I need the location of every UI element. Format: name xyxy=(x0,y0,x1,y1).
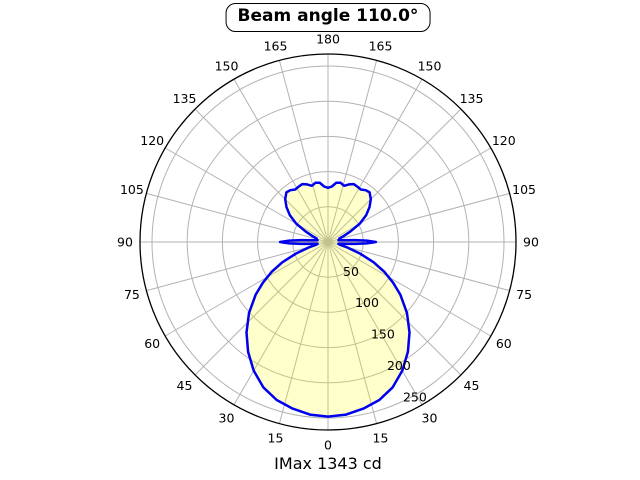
radial-label-250: 250 xyxy=(403,389,427,404)
radial-label-100: 100 xyxy=(355,295,379,310)
angle-label-L-75: 75 xyxy=(124,287,140,302)
angle-label-L-120: 120 xyxy=(140,133,164,148)
grid-spoke-45 xyxy=(327,241,462,376)
angle-label-R-75: 75 xyxy=(516,287,532,302)
polar-spine xyxy=(139,53,517,431)
grid-spoke-135 xyxy=(327,108,462,243)
angle-label-R-90: 90 xyxy=(523,235,539,250)
grid-spoke-150 xyxy=(327,78,423,243)
grid-spoke-165 xyxy=(278,60,329,243)
grid-spoke-45 xyxy=(194,241,329,376)
grid-spoke-60 xyxy=(164,241,329,337)
angle-label-R-15: 15 xyxy=(373,431,389,446)
grid-spoke-75 xyxy=(146,241,329,292)
grid-spoke-15 xyxy=(278,241,329,424)
angle-label-L-165: 165 xyxy=(264,38,288,53)
angle-label-R-165: 165 xyxy=(369,38,393,53)
radial-label-150: 150 xyxy=(371,327,395,342)
angle-label-R-30: 30 xyxy=(422,410,438,425)
grid-spoke-105 xyxy=(327,192,510,243)
grid-spoke-135 xyxy=(194,108,329,243)
radial-label-200: 200 xyxy=(387,358,411,373)
angle-label-R-0: 0 xyxy=(324,438,332,453)
angle-label-R-60: 60 xyxy=(496,336,512,351)
grid-spoke-30 xyxy=(233,241,329,406)
grid-spoke-30 xyxy=(327,241,423,406)
angle-label-L-45: 45 xyxy=(177,378,193,393)
angle-label-L-90: 90 xyxy=(117,235,133,250)
beam-angle-title: Beam angle 110.0° xyxy=(237,6,419,26)
radial-label-50: 50 xyxy=(343,264,359,279)
grid-spoke-75 xyxy=(327,241,510,292)
angle-label-R-135: 135 xyxy=(460,91,484,106)
grid-spoke-150 xyxy=(233,78,329,243)
angle-label-R-120: 120 xyxy=(492,133,516,148)
imax-label: IMax 1343 cd xyxy=(274,454,382,473)
angle-label-R-105: 105 xyxy=(512,182,536,197)
angle-label-L-105: 105 xyxy=(120,182,144,197)
grid-spoke-60 xyxy=(327,241,492,337)
angle-label-R-45: 45 xyxy=(464,378,480,393)
grid-spoke-105 xyxy=(146,192,329,243)
angle-label-R-150: 150 xyxy=(418,59,442,74)
grid-spoke-165 xyxy=(327,60,378,243)
angle-label-L-30: 30 xyxy=(219,410,235,425)
angle-label-R-180: 180 xyxy=(316,32,340,47)
intensity-curve xyxy=(245,181,411,418)
angle-label-L-150: 150 xyxy=(215,59,239,74)
angle-label-L-60: 60 xyxy=(144,336,160,351)
grid-spoke-15 xyxy=(327,241,378,424)
angle-label-L-135: 135 xyxy=(173,91,197,106)
title-box: Beam angle 110.0° xyxy=(225,3,431,32)
angle-label-L-15: 15 xyxy=(268,431,284,446)
